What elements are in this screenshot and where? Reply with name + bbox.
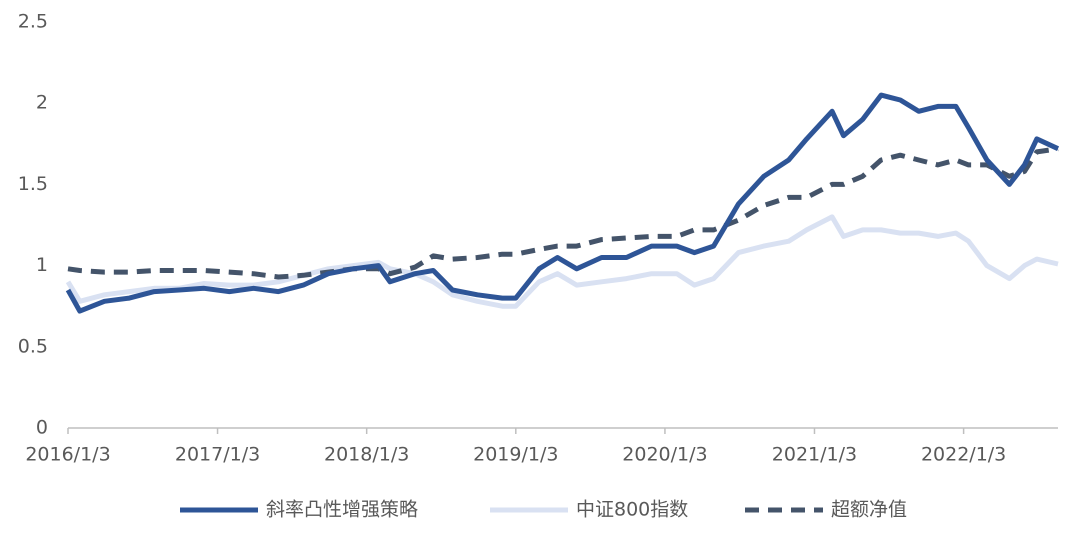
x-tick-label: 2019/1/3 [473,444,558,466]
x-tick-label: 2021/1/3 [772,444,857,466]
legend-label: 中证800指数 [576,499,688,521]
x-tick-label: 2016/1/3 [25,444,110,466]
legend-label: 斜率凸性增强策略 [266,499,418,521]
series-line [67,146,1059,280]
y-tick-label: 0 [36,417,48,439]
legend-label: 超额净值 [831,499,907,521]
x-tick-label: 2020/1/3 [622,444,707,466]
x-tick-label: 2017/1/3 [175,444,260,466]
series-line [65,214,1059,309]
series-line [65,92,1060,314]
x-tick-label: 2022/1/3 [921,444,1006,466]
y-tick-label: 1 [36,254,48,276]
y-tick-label: 0.5 [18,335,48,357]
y-tick-label: 2 [36,92,48,114]
y-tick-label: 1.5 [18,173,48,195]
x-tick-label: 2018/1/3 [324,444,409,466]
y-tick-label: 2.5 [18,11,48,33]
